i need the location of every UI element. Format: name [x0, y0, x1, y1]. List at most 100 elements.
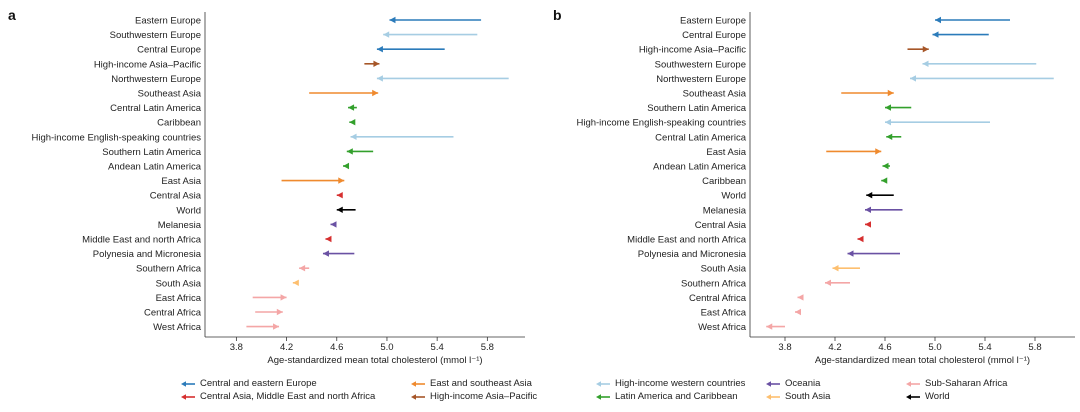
- row-label: Melanesia: [703, 205, 747, 216]
- legend-label: South Asia: [785, 391, 831, 402]
- row-label: Central Latin America: [655, 132, 747, 143]
- arrow-head: [922, 60, 929, 67]
- x-tick-label: 3.8: [778, 342, 791, 353]
- panel-b: b 3.8 4.2 4.6 5.0 5.4 5.8 Age-standardized mean…: [553, 7, 1075, 366]
- arrow-head: [325, 235, 332, 243]
- legend-arrow-icon: [766, 380, 780, 387]
- arrow-head: [372, 89, 379, 97]
- arrow-head: [797, 294, 804, 301]
- chart-canvas: a 3.8 4.2 4.6 5.0 5.4 5.8 Age-standardized mean…: [8, 7, 1075, 366]
- row-label: South Asia: [701, 264, 747, 275]
- row-label: Southeast Asia: [138, 89, 202, 100]
- row-label: East Africa: [156, 293, 202, 304]
- arrow-head: [349, 119, 356, 126]
- row-label: World: [721, 191, 746, 202]
- arrow-head: [322, 250, 329, 257]
- legend-item: High-income Asia–Pacific: [410, 391, 595, 402]
- x-axis-label: Age-standardized mean total cholesterol …: [267, 355, 482, 366]
- row-label: Caribbean: [157, 118, 201, 129]
- row-label: Eastern Europe: [135, 16, 201, 27]
- legend-label: Oceania: [785, 378, 821, 389]
- row-label: High-income Asia–Pacific: [94, 59, 201, 70]
- row-label: Central Europe: [682, 30, 746, 41]
- legend-item: Central Asia, Middle East and north Afri…: [180, 391, 410, 402]
- legend-arrow-icon: [596, 380, 610, 387]
- row-label: Melanesia: [158, 220, 202, 231]
- legend-arrow-icon: [906, 393, 920, 400]
- row-label: Central Latin America: [110, 103, 202, 114]
- arrow-head: [343, 162, 350, 170]
- arrow-head: [350, 133, 357, 140]
- arrow-head: [338, 177, 345, 184]
- legend-item: Oceania: [765, 378, 905, 389]
- arrow-head: [866, 192, 873, 199]
- arrow-head: [766, 323, 773, 330]
- arrow-head: [887, 89, 894, 97]
- legend-label: Central and eastern Europe: [200, 378, 317, 389]
- x-tick-label: 3.8: [230, 342, 243, 353]
- x-tick-label: 5.4: [431, 342, 444, 353]
- legend-arrow-icon: [181, 393, 195, 400]
- row-label: Southeast Asia: [683, 89, 747, 100]
- arrow-head: [886, 133, 893, 140]
- row-label: World: [176, 205, 201, 216]
- legend-arrow-icon: [411, 380, 425, 387]
- legend-arrow-icon: [906, 380, 920, 387]
- row-label: Middle East and north Africa: [82, 235, 202, 246]
- x-tick-label: 5.8: [1028, 342, 1041, 353]
- row-label: Southwestern Europe: [110, 30, 201, 41]
- arrow-head: [825, 279, 831, 286]
- legend-item: Sub-Saharan Africa: [905, 378, 1045, 389]
- arrow-head: [373, 60, 380, 67]
- legend-label: World: [925, 391, 950, 402]
- row-label: Central Africa: [144, 308, 202, 319]
- arrow-head: [299, 265, 306, 272]
- x-tick-label: 5.0: [928, 342, 941, 353]
- row-label: East Asia: [161, 176, 201, 187]
- row-label: Central Africa: [689, 293, 747, 304]
- row-label: Northwestern Europe: [111, 74, 201, 85]
- row-label: Polynesia and Micronesia: [638, 249, 747, 260]
- arrow-head: [875, 148, 882, 155]
- x-tick-label: 5.4: [978, 342, 991, 353]
- legend-item: South Asia: [765, 391, 905, 402]
- row-label: Central Europe: [137, 45, 201, 56]
- legend-label: High-income Asia–Pacific: [430, 391, 538, 402]
- row-label: Middle East and north Africa: [627, 235, 747, 246]
- panel-label: a: [8, 7, 16, 23]
- row-label: Southwestern Europe: [655, 59, 746, 70]
- row-label: West Africa: [153, 322, 202, 333]
- legend-arrow-icon: [411, 393, 425, 400]
- row-label: West Africa: [698, 322, 747, 333]
- row-label: Andean Latin America: [108, 162, 202, 173]
- row-label: South Asia: [156, 278, 202, 289]
- row-label: Polynesia and Micronesia: [93, 249, 202, 260]
- arrow-head: [276, 308, 283, 316]
- legend-item: High-income western countries: [595, 378, 765, 389]
- arrow-head: [865, 206, 871, 213]
- legend-label: Sub-Saharan Africa: [925, 378, 1008, 389]
- row-label: High-income English-speaking countries: [576, 118, 746, 129]
- legend-label: High-income western countries: [615, 378, 746, 389]
- row-label: High-income English-speaking countries: [31, 132, 201, 143]
- panel-a: a 3.8 4.2 4.6 5.0 5.4 5.8 Age-standardized mean…: [8, 7, 525, 366]
- arrow-head: [273, 323, 280, 330]
- legend-arrow-icon: [596, 393, 610, 400]
- arrow-head: [330, 221, 337, 228]
- panel-label: b: [553, 7, 562, 23]
- x-tick-label: 4.6: [878, 342, 891, 353]
- row-label: High-income Asia–Pacific: [639, 45, 746, 56]
- arrow-head: [882, 162, 889, 170]
- legend-item: Central and eastern Europe: [180, 378, 410, 389]
- x-tick-label: 5.0: [380, 342, 393, 353]
- arrow-head: [885, 119, 891, 126]
- legend-item: World: [905, 391, 1045, 402]
- arrow-head: [832, 265, 839, 272]
- arrow-head: [348, 104, 355, 111]
- arrow-head: [383, 31, 390, 38]
- legend-label: Central Asia, Middle East and north Afri…: [200, 391, 376, 402]
- row-label: Southern Africa: [681, 278, 747, 289]
- arrow-head: [389, 16, 396, 24]
- arrow-head: [881, 177, 888, 184]
